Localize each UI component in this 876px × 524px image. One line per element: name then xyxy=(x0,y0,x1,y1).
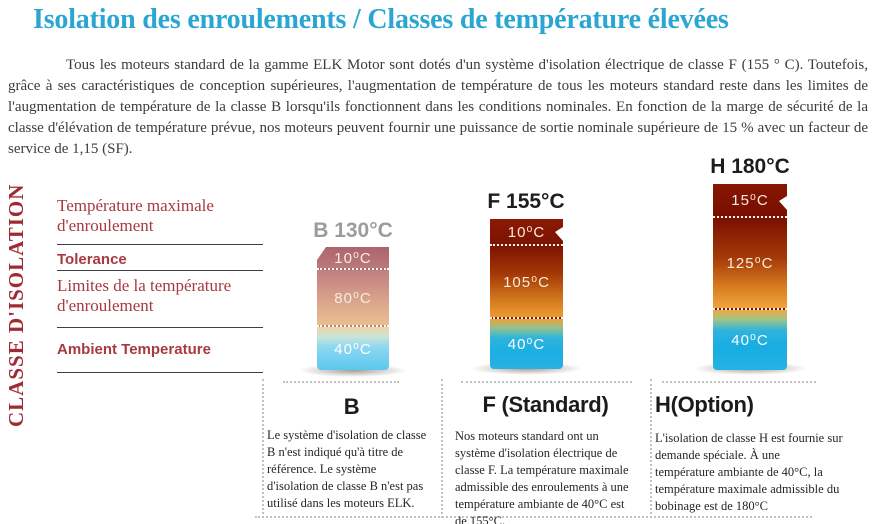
class-title-b: B xyxy=(343,394,360,419)
segment-value-label: 125⁰C xyxy=(726,255,774,272)
class-title-f: F (Standard) xyxy=(482,392,609,417)
row-label-ambient-temperature: Ambient Temperature xyxy=(57,341,211,358)
stacked-bar-class-b: 10⁰C 80⁰C 40⁰C xyxy=(317,247,389,370)
class-description-f: Nos moteurs standard ont un système d'is… xyxy=(455,429,629,524)
bar-segment-tolerance: 10⁰C xyxy=(317,247,389,270)
segment-value-label: 105⁰C xyxy=(503,273,550,291)
column-divider xyxy=(650,379,652,518)
fold-notch xyxy=(779,196,787,210)
row-divider xyxy=(57,270,263,271)
intro-paragraph: Tous les moteurs standard de la gamme EL… xyxy=(8,57,868,157)
row-label-winding-temperature-limits: Limites de la température d'enroulement xyxy=(57,276,232,315)
insulation-class-axis-label: CLASSE D'ISOLATION xyxy=(4,183,28,427)
column-divider xyxy=(262,379,264,518)
row-divider xyxy=(57,244,263,245)
fold-notch xyxy=(317,247,326,260)
class-description-b: Le système d'isolation de classe B n'est… xyxy=(267,428,427,510)
bar-segment-ambient: 40⁰C xyxy=(490,319,563,369)
column-top-divider xyxy=(662,381,816,383)
segment-value-label: 15⁰C xyxy=(731,192,769,209)
class-description-h: L'isolation de classe H est fournie sur … xyxy=(655,431,843,513)
page-title: Isolation des enroulements / Classes de … xyxy=(33,4,729,35)
bar-segment-ambient: 40⁰C xyxy=(317,327,389,370)
segment-value-label: 80⁰C xyxy=(334,289,372,307)
segment-value-label: 10⁰C xyxy=(334,249,372,267)
segment-value-label: 40⁰C xyxy=(731,332,769,349)
bar-segment-tolerance: 10⁰C xyxy=(490,219,563,246)
class-title-h: H(Option) xyxy=(655,392,754,417)
bar-segment-tolerance: 15⁰C xyxy=(713,184,787,218)
bottom-divider xyxy=(255,516,812,518)
segment-value-label: 10⁰C xyxy=(507,223,546,241)
bar-header-class-h: H 180°C xyxy=(710,155,790,178)
row-label-tolerance: Tolerance xyxy=(57,251,127,268)
bar-segment-winding-limit: 125⁰C xyxy=(713,218,787,310)
column-top-divider xyxy=(283,381,399,383)
row-divider xyxy=(57,327,263,328)
bar-segment-winding-limit: 105⁰C xyxy=(490,246,563,319)
segment-value-label: 40⁰C xyxy=(334,340,372,358)
bar-segment-ambient: 40⁰C xyxy=(713,310,787,370)
stacked-bar-class-h: 15⁰C 125⁰C 40⁰C xyxy=(713,184,787,370)
stacked-bar-class-f: 10⁰C 105⁰C 40⁰C xyxy=(490,219,563,369)
bar-header-class-f: F 155°C xyxy=(487,190,565,213)
column-top-divider xyxy=(461,381,632,383)
column-divider xyxy=(441,379,443,518)
bar-header-class-b: B 130°C xyxy=(313,219,393,242)
row-label-max-winding-temperature: Température maximale d'enroulement xyxy=(57,196,214,235)
fold-notch xyxy=(555,227,563,241)
segment-value-label: 40⁰C xyxy=(507,336,546,353)
bar-segment-winding-limit: 80⁰C xyxy=(317,270,389,327)
row-divider xyxy=(57,372,263,373)
